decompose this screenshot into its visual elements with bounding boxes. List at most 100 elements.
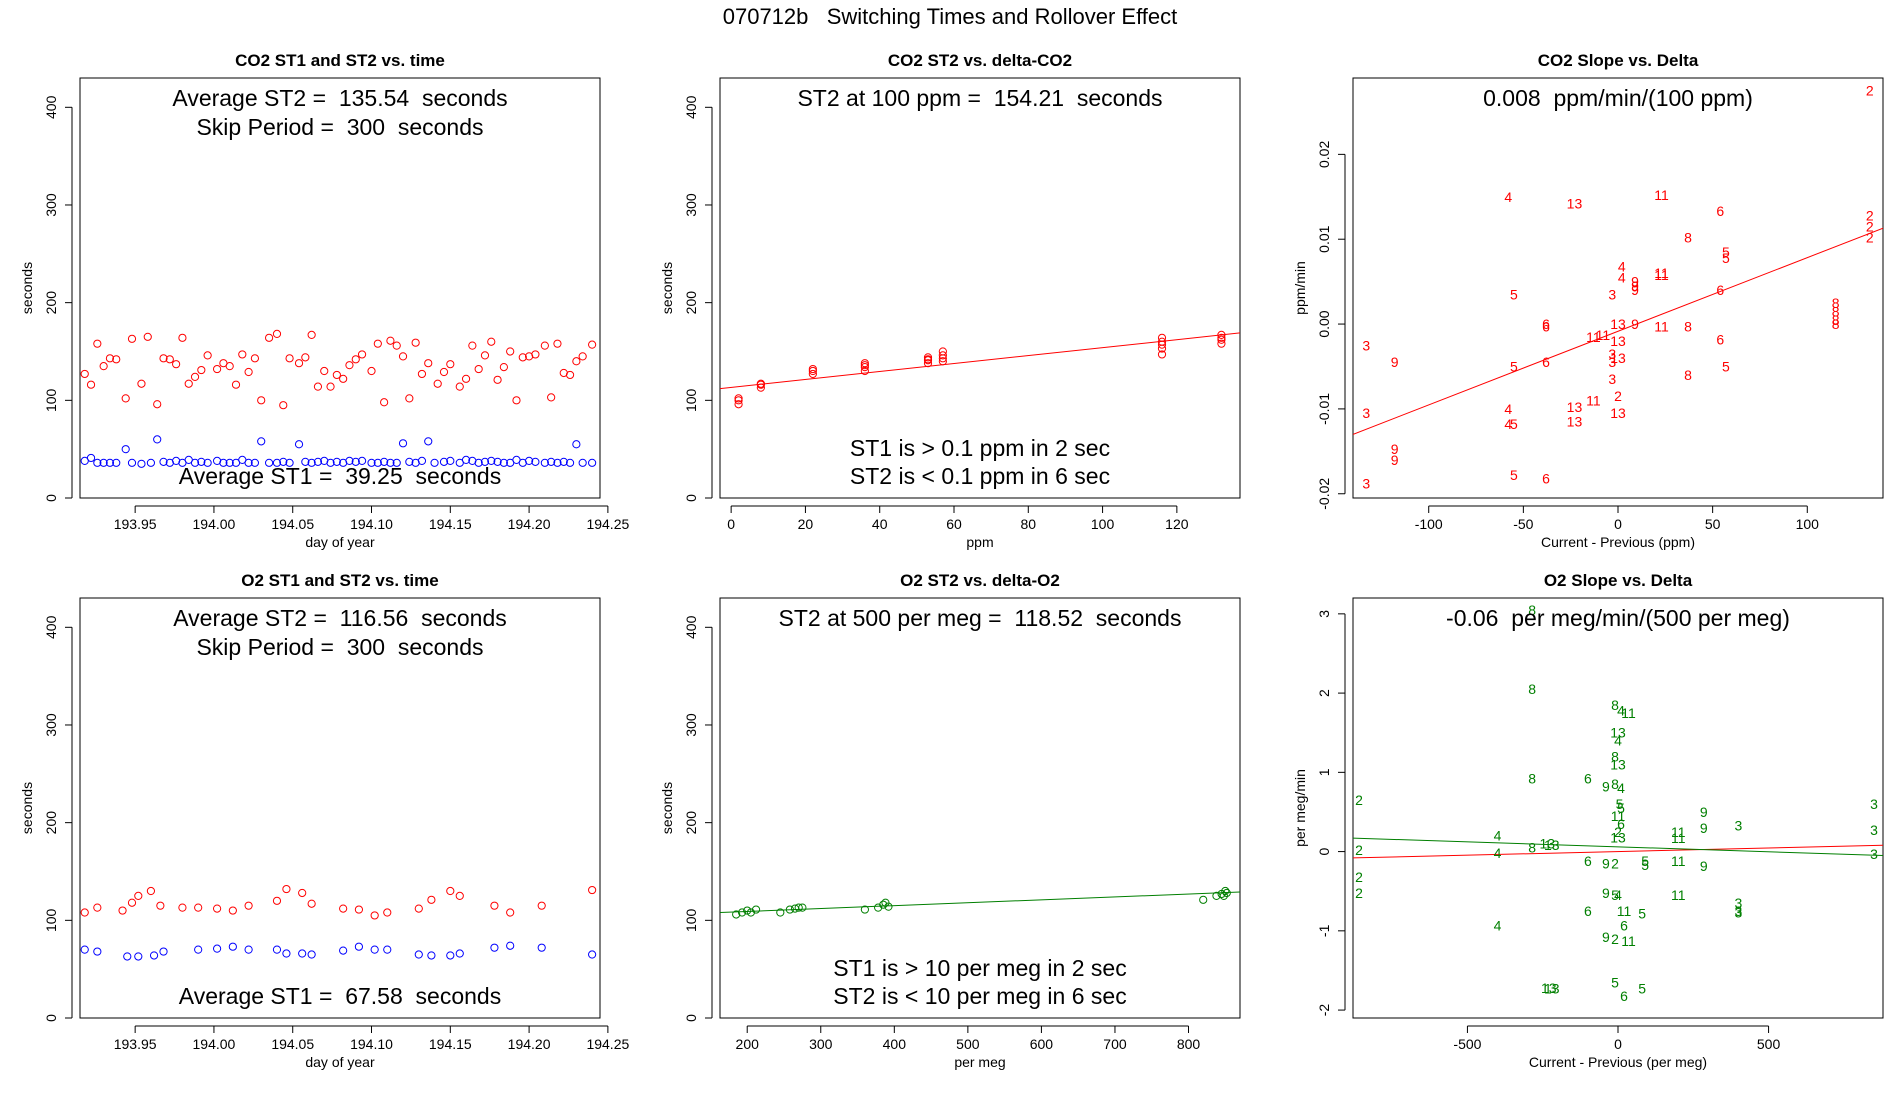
data-point: [547, 393, 556, 402]
x-tick-label: 300: [809, 1036, 833, 1052]
data-point: [313, 457, 323, 466]
data-point: [80, 908, 89, 917]
point-label: 5: [1510, 286, 1518, 302]
point-label: 2: [1355, 792, 1363, 808]
point-label: 2: [1355, 842, 1363, 858]
annotation: ST2 at 500 per meg = 118.52 seconds: [779, 605, 1182, 631]
data-point: [499, 363, 508, 372]
y-axis-label: seconds: [19, 262, 35, 314]
data-point: [80, 945, 89, 954]
point-label: 8: [1832, 303, 1840, 319]
fit-line: [1353, 227, 1883, 435]
data-point: [578, 352, 587, 361]
x-tick-label: 194.15: [429, 1036, 472, 1052]
data-point: [808, 364, 817, 374]
data-point: [493, 375, 502, 384]
data-point: [751, 905, 761, 914]
x-tick-label: 100: [1091, 516, 1115, 532]
data-point: [137, 459, 146, 468]
data-point: [149, 951, 159, 960]
data-point: [474, 364, 483, 374]
x-tick-label: 700: [1103, 1036, 1127, 1052]
point-label: 6: [1542, 354, 1550, 370]
plot-frame: [1352, 597, 1884, 1019]
point-label: 9: [1631, 274, 1639, 290]
point-label: 11: [1654, 319, 1669, 335]
data-point: [386, 458, 395, 467]
data-point: [298, 888, 307, 898]
point-label: 5: [1510, 416, 1518, 432]
point-label: 13: [1610, 350, 1626, 366]
annotation: Skip Period = 300 seconds: [196, 634, 483, 660]
data-point: [461, 374, 471, 383]
point-label: 9: [1631, 316, 1639, 332]
y-tick-label: 300: [43, 193, 59, 217]
point-label: 8: [1684, 230, 1692, 246]
data-point: [540, 341, 549, 350]
data-point: [386, 336, 395, 345]
point-label: 11: [1671, 853, 1686, 869]
point-label: 9: [1602, 929, 1610, 945]
y-tick-label: 2: [1316, 689, 1332, 697]
data-point: [93, 947, 102, 956]
point-label: 3: [1735, 905, 1743, 921]
point-label: 6: [1617, 816, 1625, 832]
data-point: [370, 945, 379, 954]
point-label: 8: [1528, 840, 1536, 856]
data-point: [487, 456, 496, 465]
fit-line: [1353, 844, 1883, 859]
point-label: 9: [1391, 441, 1399, 457]
data-point: [225, 362, 234, 371]
point-label: 9: [1602, 885, 1610, 901]
x-tick-label: 194.15: [429, 516, 472, 532]
data-point: [231, 380, 241, 389]
data-point: [123, 952, 132, 961]
x-tick-label: 200: [736, 1036, 760, 1052]
plot-area: [80, 884, 597, 961]
data-point: [499, 458, 508, 467]
data-point: [159, 354, 168, 363]
data-point: [105, 458, 115, 467]
data-point: [345, 361, 354, 370]
data-point: [134, 891, 143, 901]
data-point: [588, 340, 597, 349]
data-point: [159, 947, 168, 956]
data-point: [238, 350, 247, 359]
x-axis: -500 0 500: [1453, 1025, 1781, 1052]
y-tick-label: 300: [683, 193, 699, 217]
series-st2: [732, 886, 1231, 919]
x-tick-label: 500: [1757, 1036, 1781, 1052]
data-point: [417, 456, 427, 465]
data-point: [490, 901, 499, 910]
point-label: 3: [1735, 895, 1743, 911]
point-label: 3: [1870, 796, 1878, 812]
point-label: 13: [1610, 316, 1626, 332]
y-axis-label: per meg/min: [1292, 769, 1308, 847]
point-label: 6: [1584, 903, 1592, 919]
data-point: [417, 369, 427, 379]
point-label: 6: [1542, 316, 1550, 332]
data-point: [264, 333, 274, 342]
data-point: [146, 458, 156, 467]
data-point: [99, 362, 108, 371]
data-point: [487, 337, 496, 346]
point-label: 2: [1866, 218, 1874, 234]
data-point: [490, 943, 499, 952]
data-point: [430, 458, 439, 467]
panel-o2_time: O2 ST1 and ST2 vs. time 193.95 194.00 194.0…: [19, 571, 629, 1070]
data-point: [178, 333, 187, 342]
x-tick-label: 194.00: [193, 516, 236, 532]
data-point: [357, 350, 367, 359]
panel-title: CO2 Slope vs. Delta: [1538, 51, 1699, 70]
annotation: Average ST1 = 39.25 seconds: [179, 463, 501, 489]
point-label: 6: [1542, 319, 1550, 335]
point-label: 13: [1610, 756, 1626, 772]
data-point: [351, 355, 360, 364]
x-axis-label: ppm: [966, 534, 993, 550]
data-point: [156, 901, 165, 910]
point-label: 6: [1584, 853, 1592, 869]
x-tick-label: 600: [1030, 1036, 1054, 1052]
point-label: 13: [1567, 399, 1583, 415]
point-label: 11: [1586, 329, 1601, 345]
x-tick-label: 100: [1796, 516, 1820, 532]
